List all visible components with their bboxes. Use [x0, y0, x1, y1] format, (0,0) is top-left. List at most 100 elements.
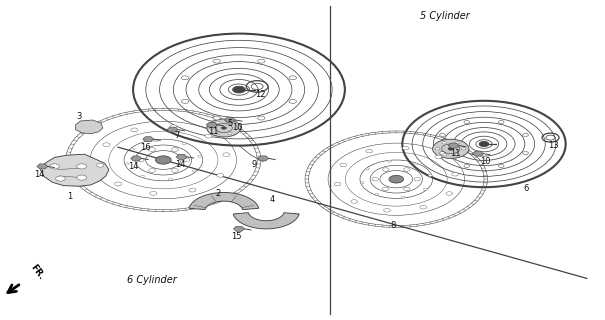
Text: 15: 15 — [231, 232, 241, 241]
Circle shape — [523, 133, 528, 136]
Text: 8: 8 — [391, 221, 396, 230]
Text: 6 Cylinder: 6 Cylinder — [127, 275, 177, 285]
Text: 6: 6 — [524, 184, 529, 193]
Circle shape — [223, 153, 230, 156]
Circle shape — [448, 147, 454, 150]
Polygon shape — [258, 156, 269, 161]
Circle shape — [182, 142, 186, 145]
Text: 10: 10 — [232, 124, 243, 132]
Circle shape — [402, 146, 409, 150]
Text: 5: 5 — [227, 119, 232, 128]
Polygon shape — [143, 137, 154, 142]
Polygon shape — [131, 156, 142, 161]
Text: 14: 14 — [128, 162, 139, 171]
Polygon shape — [448, 143, 459, 148]
Polygon shape — [167, 127, 178, 132]
Polygon shape — [233, 213, 299, 229]
Circle shape — [170, 125, 177, 129]
Circle shape — [440, 152, 445, 155]
Text: 7: 7 — [174, 132, 179, 140]
Circle shape — [289, 100, 296, 103]
Circle shape — [382, 187, 389, 191]
Polygon shape — [473, 151, 483, 156]
Text: 2: 2 — [215, 189, 220, 198]
Circle shape — [182, 76, 189, 80]
Text: FR.: FR. — [28, 263, 45, 282]
Text: 1: 1 — [67, 192, 72, 201]
Circle shape — [148, 148, 155, 151]
Polygon shape — [37, 164, 48, 169]
Circle shape — [137, 158, 144, 162]
Polygon shape — [234, 226, 244, 231]
Circle shape — [442, 142, 446, 144]
Circle shape — [155, 156, 171, 164]
Circle shape — [140, 175, 145, 178]
Circle shape — [258, 116, 265, 120]
Text: 16: 16 — [140, 143, 151, 152]
Circle shape — [428, 175, 432, 177]
Circle shape — [435, 155, 442, 159]
Text: 14: 14 — [34, 170, 45, 179]
Circle shape — [217, 173, 224, 177]
Circle shape — [523, 152, 528, 155]
Circle shape — [420, 205, 427, 209]
Circle shape — [414, 178, 420, 181]
Circle shape — [154, 140, 158, 142]
Circle shape — [366, 149, 373, 153]
Circle shape — [289, 76, 296, 80]
Circle shape — [340, 163, 347, 167]
Circle shape — [464, 121, 469, 124]
Circle shape — [205, 134, 212, 138]
Circle shape — [455, 154, 459, 156]
Circle shape — [228, 132, 232, 135]
Circle shape — [436, 148, 440, 150]
Polygon shape — [176, 154, 187, 159]
Circle shape — [361, 182, 364, 184]
Circle shape — [462, 148, 466, 150]
Circle shape — [77, 164, 87, 169]
Polygon shape — [206, 122, 217, 127]
Text: 12: 12 — [255, 90, 266, 99]
Circle shape — [384, 209, 390, 212]
Polygon shape — [76, 120, 103, 134]
Text: 10: 10 — [480, 157, 491, 166]
Circle shape — [148, 169, 155, 172]
Circle shape — [334, 182, 341, 186]
Circle shape — [182, 100, 189, 103]
Circle shape — [192, 170, 197, 172]
Circle shape — [365, 168, 369, 170]
Text: 3: 3 — [76, 112, 81, 121]
Circle shape — [169, 178, 172, 180]
Circle shape — [50, 164, 59, 169]
Circle shape — [389, 175, 404, 183]
Circle shape — [375, 194, 379, 196]
Circle shape — [452, 172, 459, 176]
Circle shape — [446, 192, 453, 195]
Circle shape — [372, 178, 379, 181]
Circle shape — [97, 164, 104, 167]
Circle shape — [130, 148, 134, 150]
Circle shape — [499, 164, 504, 167]
Circle shape — [388, 160, 391, 162]
Circle shape — [464, 164, 469, 167]
Text: 13: 13 — [548, 141, 559, 150]
Circle shape — [56, 176, 65, 181]
Text: 4: 4 — [270, 196, 275, 204]
Circle shape — [351, 200, 358, 203]
Circle shape — [404, 168, 410, 171]
Circle shape — [171, 169, 178, 172]
Circle shape — [442, 154, 446, 156]
Circle shape — [440, 133, 445, 136]
Circle shape — [424, 188, 427, 190]
Circle shape — [433, 139, 469, 158]
Text: 11: 11 — [450, 149, 461, 158]
Polygon shape — [41, 154, 109, 186]
Polygon shape — [189, 193, 259, 210]
Text: 5 Cylinder: 5 Cylinder — [420, 11, 470, 21]
Circle shape — [213, 59, 220, 63]
Circle shape — [404, 187, 410, 191]
Circle shape — [221, 127, 226, 129]
Circle shape — [207, 119, 241, 137]
Circle shape — [213, 116, 220, 120]
Text: 14: 14 — [175, 160, 186, 169]
